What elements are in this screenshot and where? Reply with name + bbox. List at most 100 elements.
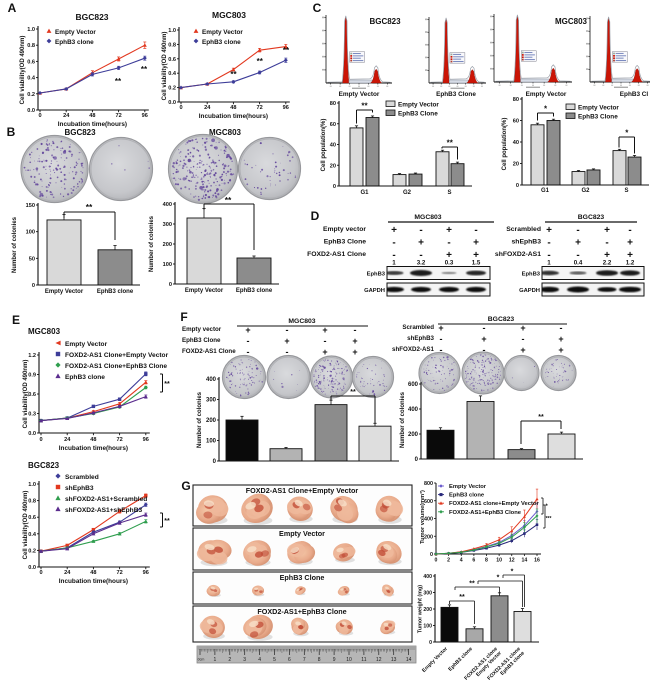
svg-text:Scrambled: Scrambled bbox=[506, 226, 541, 233]
svg-text:EphB3 Clone: EphB3 Clone bbox=[280, 573, 325, 582]
svg-text:**: ** bbox=[115, 77, 122, 86]
svg-text:60: 60 bbox=[330, 122, 336, 128]
svg-text:EphB3 Clone: EphB3 Clone bbox=[324, 239, 367, 246]
svg-text:BGC823: BGC823 bbox=[28, 461, 60, 470]
svg-text:**: ** bbox=[257, 57, 264, 66]
svg-text:1.0: 1.0 bbox=[168, 28, 176, 34]
svg-text:FOXD2-AS1 Clone+Empty Vector: FOXD2-AS1 Clone+Empty Vector bbox=[65, 352, 169, 359]
svg-text:+: + bbox=[546, 225, 552, 236]
svg-text:Cell population(%): Cell population(%) bbox=[502, 118, 508, 171]
svg-text:20: 20 bbox=[330, 163, 336, 169]
svg-text:+: + bbox=[627, 238, 633, 249]
svg-text:Empty vector: Empty vector bbox=[323, 226, 366, 233]
svg-text:72: 72 bbox=[256, 105, 262, 111]
svg-text:100: 100 bbox=[26, 230, 35, 236]
svg-text:0.6: 0.6 bbox=[27, 59, 35, 65]
svg-text:*: * bbox=[511, 569, 514, 576]
svg-text:+: + bbox=[352, 347, 357, 357]
svg-text:+: + bbox=[575, 238, 581, 249]
svg-text:100: 100 bbox=[206, 439, 217, 445]
svg-text:FOXD2-AS1 Clone+Empty Vector: FOXD2-AS1 Clone+Empty Vector bbox=[246, 486, 359, 495]
svg-text:Number of colonies: Number of colonies bbox=[149, 215, 155, 272]
svg-text:S: S bbox=[624, 188, 628, 194]
svg-text:24: 24 bbox=[63, 113, 70, 119]
svg-text:MGC803: MGC803 bbox=[28, 327, 61, 336]
svg-text:+: + bbox=[520, 323, 525, 333]
svg-text:1.2: 1.2 bbox=[626, 260, 635, 267]
svg-text:A: A bbox=[8, 1, 17, 15]
svg-text:**: ** bbox=[164, 381, 170, 388]
svg-text:0.4: 0.4 bbox=[27, 76, 36, 82]
svg-text:200: 200 bbox=[163, 242, 172, 248]
svg-text:-: - bbox=[286, 325, 289, 335]
svg-text:48: 48 bbox=[230, 105, 236, 111]
svg-text:**: ** bbox=[283, 46, 290, 55]
svg-text:1.0: 1.0 bbox=[27, 27, 35, 33]
svg-text:300: 300 bbox=[423, 591, 432, 597]
svg-text:72: 72 bbox=[116, 570, 122, 576]
svg-text:10: 10 bbox=[346, 657, 352, 663]
svg-text:-: - bbox=[247, 336, 250, 346]
svg-text:100: 100 bbox=[163, 262, 172, 268]
svg-text:96: 96 bbox=[143, 570, 149, 576]
svg-text:-: - bbox=[483, 323, 486, 333]
svg-text:+: + bbox=[446, 225, 452, 236]
svg-text:+: + bbox=[558, 345, 563, 355]
svg-text:+: + bbox=[558, 334, 563, 344]
svg-text:+: + bbox=[473, 238, 479, 249]
svg-text:200: 200 bbox=[423, 607, 432, 613]
svg-text:+: + bbox=[438, 323, 443, 333]
svg-text:MGC803: MGC803 bbox=[288, 318, 315, 325]
svg-text:BGC823: BGC823 bbox=[578, 214, 605, 221]
svg-text:G: G bbox=[181, 479, 190, 493]
svg-text:shFOXD2-AS1: shFOXD2-AS1 bbox=[392, 346, 435, 353]
svg-text:-: - bbox=[440, 334, 443, 344]
svg-text:-: - bbox=[560, 323, 563, 333]
svg-text:Empty vector: Empty vector bbox=[182, 326, 222, 333]
svg-text:0.3: 0.3 bbox=[445, 260, 454, 267]
svg-text:0: 0 bbox=[516, 183, 519, 189]
svg-text:14: 14 bbox=[406, 657, 412, 663]
svg-text:+: + bbox=[322, 325, 327, 335]
svg-text:Empty Vector: Empty Vector bbox=[202, 29, 243, 36]
svg-text:shFOXD2-AS1: shFOXD2-AS1 bbox=[495, 251, 541, 258]
svg-text:Empty Vector: Empty Vector bbox=[185, 288, 224, 294]
svg-text:Incubation time(hours): Incubation time(hours) bbox=[59, 578, 128, 585]
svg-text:72: 72 bbox=[115, 113, 121, 119]
svg-text:GAPDH: GAPDH bbox=[519, 288, 540, 294]
svg-text:EphB3 Clone: EphB3 Clone bbox=[182, 337, 221, 344]
svg-text:EphB3 clone: EphB3 clone bbox=[202, 39, 241, 46]
svg-text:FOXD2-AS1 Clone: FOXD2-AS1 Clone bbox=[307, 251, 366, 258]
svg-text:150: 150 bbox=[26, 203, 35, 209]
svg-text:**: ** bbox=[350, 389, 356, 396]
svg-text:12: 12 bbox=[376, 657, 382, 663]
svg-text:Tumor weight (mg): Tumor weight (mg) bbox=[418, 585, 424, 633]
svg-text:48: 48 bbox=[89, 113, 95, 119]
svg-text:Number of colonies: Number of colonies bbox=[12, 216, 18, 273]
svg-text:-: - bbox=[628, 225, 631, 236]
svg-text:G2: G2 bbox=[403, 190, 412, 196]
svg-text:-: - bbox=[419, 225, 422, 236]
svg-text:G1: G1 bbox=[541, 188, 550, 194]
svg-text:24: 24 bbox=[64, 437, 71, 443]
svg-text:1: 1 bbox=[214, 657, 217, 663]
svg-text:shEphB3: shEphB3 bbox=[512, 239, 542, 246]
svg-text:400: 400 bbox=[163, 202, 172, 208]
svg-text:+: + bbox=[481, 334, 486, 344]
svg-text:Empty Vector: Empty Vector bbox=[578, 105, 619, 112]
svg-text:200: 200 bbox=[206, 418, 217, 424]
svg-text:80: 80 bbox=[330, 101, 336, 107]
svg-text:48: 48 bbox=[90, 437, 96, 443]
svg-text:0.8: 0.8 bbox=[27, 43, 35, 49]
svg-text:FOXD2-AS1 clone+Empty Vector: FOXD2-AS1 clone+Empty Vector bbox=[449, 501, 539, 507]
svg-text:0.0: 0.0 bbox=[27, 108, 35, 114]
svg-text:F: F bbox=[180, 310, 187, 324]
svg-text:C: C bbox=[313, 1, 322, 15]
svg-text:0.4: 0.4 bbox=[168, 71, 177, 77]
svg-text:FOXD2-AS1 Clone: FOXD2-AS1 Clone bbox=[182, 348, 236, 355]
svg-text:Empty Vector: Empty Vector bbox=[449, 484, 487, 490]
svg-text:Tumor volume(mm³): Tumor volume(mm³) bbox=[419, 490, 426, 544]
svg-text:4: 4 bbox=[258, 657, 261, 663]
svg-text:0: 0 bbox=[39, 437, 42, 443]
svg-text:0.8: 0.8 bbox=[28, 499, 36, 505]
